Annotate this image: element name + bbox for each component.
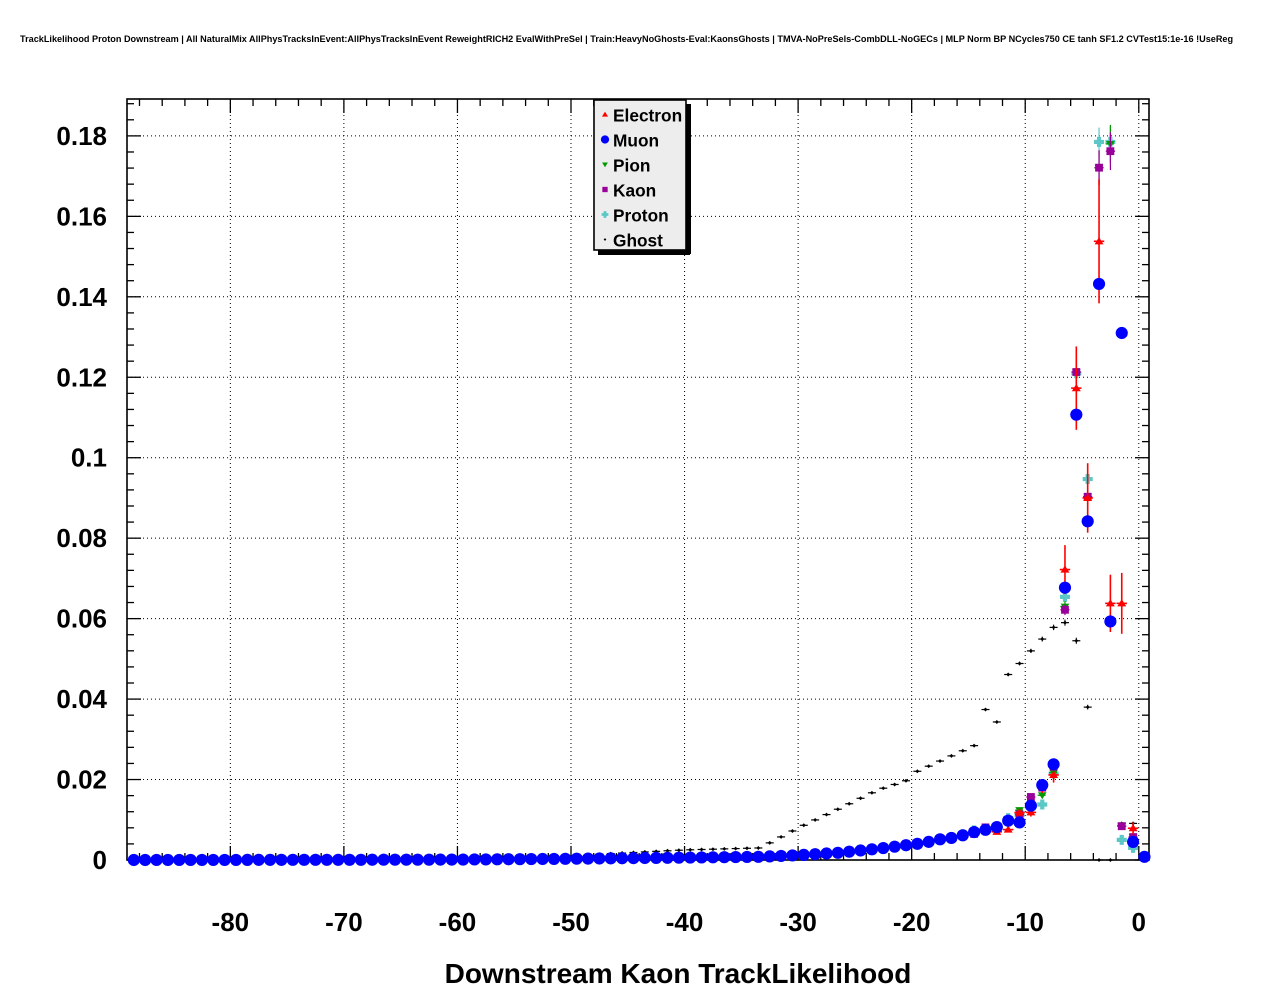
svg-text:-40: -40 (666, 907, 704, 937)
svg-text:0.02: 0.02 (56, 765, 107, 795)
svg-text:-70: -70 (325, 907, 363, 937)
svg-text:Muon: Muon (613, 131, 659, 151)
svg-text:-80: -80 (212, 907, 250, 937)
svg-text:-60: -60 (439, 907, 477, 937)
svg-text:0.1: 0.1 (71, 443, 107, 473)
svg-text:Proton: Proton (613, 206, 669, 226)
svg-text:0.08: 0.08 (56, 523, 107, 553)
svg-text:-30: -30 (779, 907, 817, 937)
svg-text:-50: -50 (552, 907, 590, 937)
svg-text:Electron: Electron (613, 106, 682, 126)
svg-text:0.12: 0.12 (56, 362, 107, 392)
svg-text:0.04: 0.04 (56, 684, 107, 714)
svg-text:-10: -10 (1006, 907, 1044, 937)
svg-text:Downstream Kaon TrackLikelihoo: Downstream Kaon TrackLikelihood (445, 958, 912, 989)
svg-text:Kaon: Kaon (613, 181, 656, 201)
svg-text:0.18: 0.18 (56, 121, 107, 151)
svg-text:Ghost: Ghost (613, 231, 663, 251)
svg-text:0: 0 (1132, 907, 1146, 937)
svg-text:0.16: 0.16 (56, 201, 107, 231)
svg-text:0.14: 0.14 (56, 282, 107, 312)
svg-text:0: 0 (93, 845, 107, 875)
svg-text:Pion: Pion (613, 156, 650, 176)
svg-text:0.06: 0.06 (56, 604, 107, 634)
svg-text:-20: -20 (893, 907, 931, 937)
